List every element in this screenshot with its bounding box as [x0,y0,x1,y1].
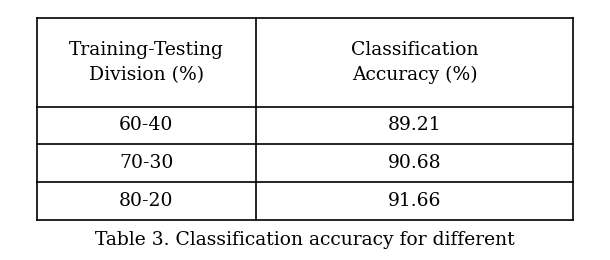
Text: 89.21: 89.21 [388,116,442,134]
Text: Classification
Accuracy (%): Classification Accuracy (%) [351,41,479,84]
Text: 70-30: 70-30 [119,154,174,172]
Text: Training-Testing
Division (%): Training-Testing Division (%) [69,41,224,84]
Text: 91.66: 91.66 [388,192,442,210]
Text: 90.68: 90.68 [388,154,442,172]
Text: Table 3. Classification accuracy for different: Table 3. Classification accuracy for dif… [95,231,515,249]
Text: 80-20: 80-20 [119,192,174,210]
Text: 60-40: 60-40 [119,116,174,134]
